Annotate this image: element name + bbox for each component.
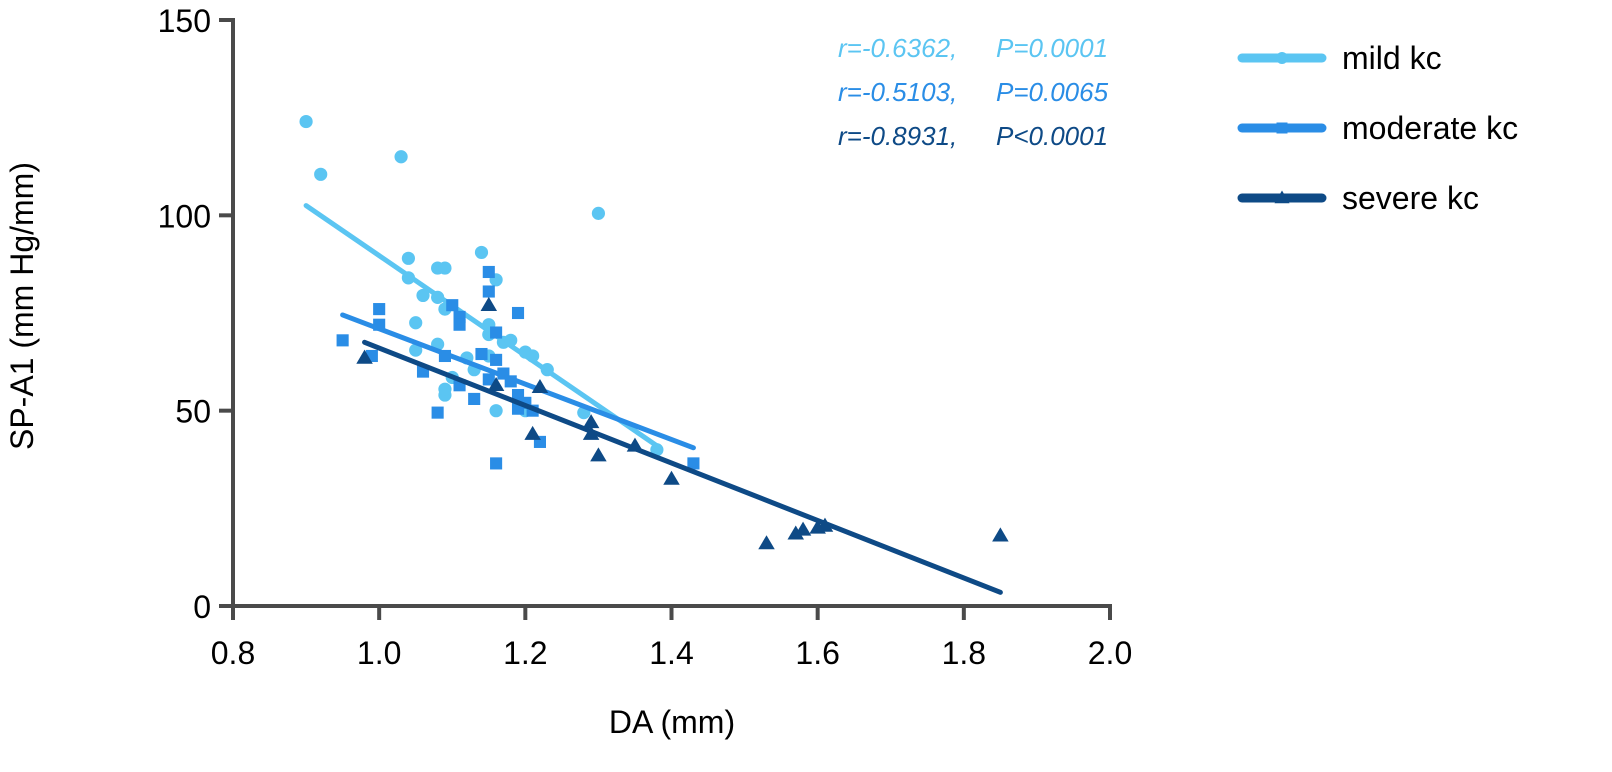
data-point-mild-kc (409, 316, 423, 330)
data-point-severe-kc (480, 296, 498, 311)
stat-r-0: r=-0.6362, (838, 33, 957, 63)
data-point-moderate-kc (336, 334, 349, 347)
x-tick-label: 1.6 (795, 635, 839, 671)
data-point-severe-kc (582, 414, 600, 429)
legend-label: moderate kc (1342, 110, 1518, 146)
fit-line-mild-kc (303, 203, 660, 449)
stat-p-2: P<0.0001 (996, 121, 1108, 151)
data-point-moderate-kc (504, 375, 517, 388)
data-point-moderate-kc (687, 457, 700, 470)
stat-p-0: P=0.0001 (996, 33, 1108, 63)
x-tick-label: 1.0 (357, 635, 401, 671)
legend-marker (1276, 52, 1288, 64)
data-point-mild-kc (438, 261, 452, 275)
legend-item-severe-kc: severe kc (1237, 180, 1479, 216)
data-point-moderate-kc (468, 392, 481, 405)
legend-item-mild-kc: mild kc (1237, 40, 1442, 76)
legend-label: severe kc (1342, 180, 1479, 216)
data-point-mild-kc (431, 290, 445, 304)
y-tick-label: 100 (158, 198, 211, 234)
plot-area (299, 114, 1009, 595)
data-point-moderate-kc (511, 306, 525, 320)
data-point-mild-kc (401, 251, 415, 265)
data-point-severe-kc (590, 447, 607, 462)
series-mild-kc (299, 114, 664, 457)
data-point-severe-kc (787, 525, 804, 540)
data-point-moderate-kc (482, 373, 495, 386)
data-point-moderate-kc (490, 457, 503, 470)
data-point-mild-kc (591, 206, 606, 220)
data-point-moderate-kc (453, 318, 466, 331)
legend: mild kc moderate kc severe kc (1237, 40, 1518, 216)
x-tick-label: 0.8 (211, 635, 255, 671)
data-point-severe-kc (794, 521, 812, 536)
data-point-moderate-kc (490, 326, 503, 339)
data-point-severe-kc (992, 527, 1009, 542)
x-axis-title: DA (mm) (609, 704, 735, 740)
data-point-severe-kc (758, 535, 775, 550)
y-axis-title: SP-A1 (mm Hg/mm) (4, 162, 40, 450)
data-point-severe-kc (663, 470, 680, 485)
legend-marker (1276, 122, 1288, 134)
data-point-severe-kc (356, 349, 373, 364)
data-point-severe-kc (626, 437, 644, 452)
x-tick-label: 2.0 (1088, 635, 1132, 671)
data-point-severe-kc (816, 517, 834, 532)
x-tick-label: 1.4 (649, 635, 693, 671)
fit-line-severe-kc (362, 339, 1003, 595)
stat-r-1: r=-0.5103, (838, 77, 957, 107)
data-point-mild-kc (416, 288, 430, 303)
correlation-stats: r=-0.6362, P=0.0001 r=-0.5103, P=0.0065 r=-0… (838, 33, 1109, 151)
data-point-moderate-kc (490, 353, 503, 366)
data-point-mild-kc (526, 349, 540, 363)
data-point-moderate-kc (482, 285, 495, 298)
series-severe-kc (356, 296, 1009, 595)
data-point-mild-kc (409, 343, 423, 357)
data-point-moderate-kc (482, 265, 495, 279)
data-point-mild-kc (299, 114, 313, 129)
y-tick-label: 150 (158, 3, 211, 39)
data-point-moderate-kc (438, 349, 451, 363)
fit-line-moderate-kc (340, 312, 696, 451)
data-point-severe-kc (582, 425, 600, 440)
y-tick-label: 50 (175, 394, 211, 430)
data-point-severe-kc (531, 378, 549, 394)
x-tick-label: 1.2 (503, 635, 547, 671)
y-ticks: 0 50 100 150 (158, 3, 233, 625)
stat-r-2: r=-0.8931, (838, 121, 957, 151)
data-point-mild-kc (474, 245, 489, 260)
data-point-severe-kc (524, 425, 541, 440)
data-point-mild-kc (394, 150, 408, 164)
legend-marker (1274, 190, 1290, 204)
data-point-mild-kc (489, 404, 503, 418)
stat-p-1: P=0.0065 (996, 77, 1109, 107)
data-point-moderate-kc (373, 318, 386, 331)
data-point-moderate-kc (373, 303, 386, 316)
legend-item-moderate-kc: moderate kc (1237, 110, 1518, 146)
data-point-severe-kc (487, 377, 505, 392)
data-point-mild-kc (401, 271, 415, 285)
data-point-mild-kc (504, 333, 518, 347)
data-point-mild-kc (540, 363, 554, 377)
x-ticks: 0.8 1.0 1.2 1.4 1.6 1.8 2.0 (211, 606, 1132, 671)
data-point-moderate-kc (446, 299, 459, 312)
data-point-mild-kc (314, 167, 328, 181)
data-point-moderate-kc (431, 406, 444, 419)
data-point-mild-kc (438, 382, 452, 396)
data-point-mild-kc (650, 443, 664, 457)
y-tick-label: 0 (193, 589, 211, 625)
legend-label: mild kc (1342, 40, 1442, 76)
x-tick-label: 1.8 (942, 635, 986, 671)
data-point-moderate-kc (475, 347, 488, 361)
